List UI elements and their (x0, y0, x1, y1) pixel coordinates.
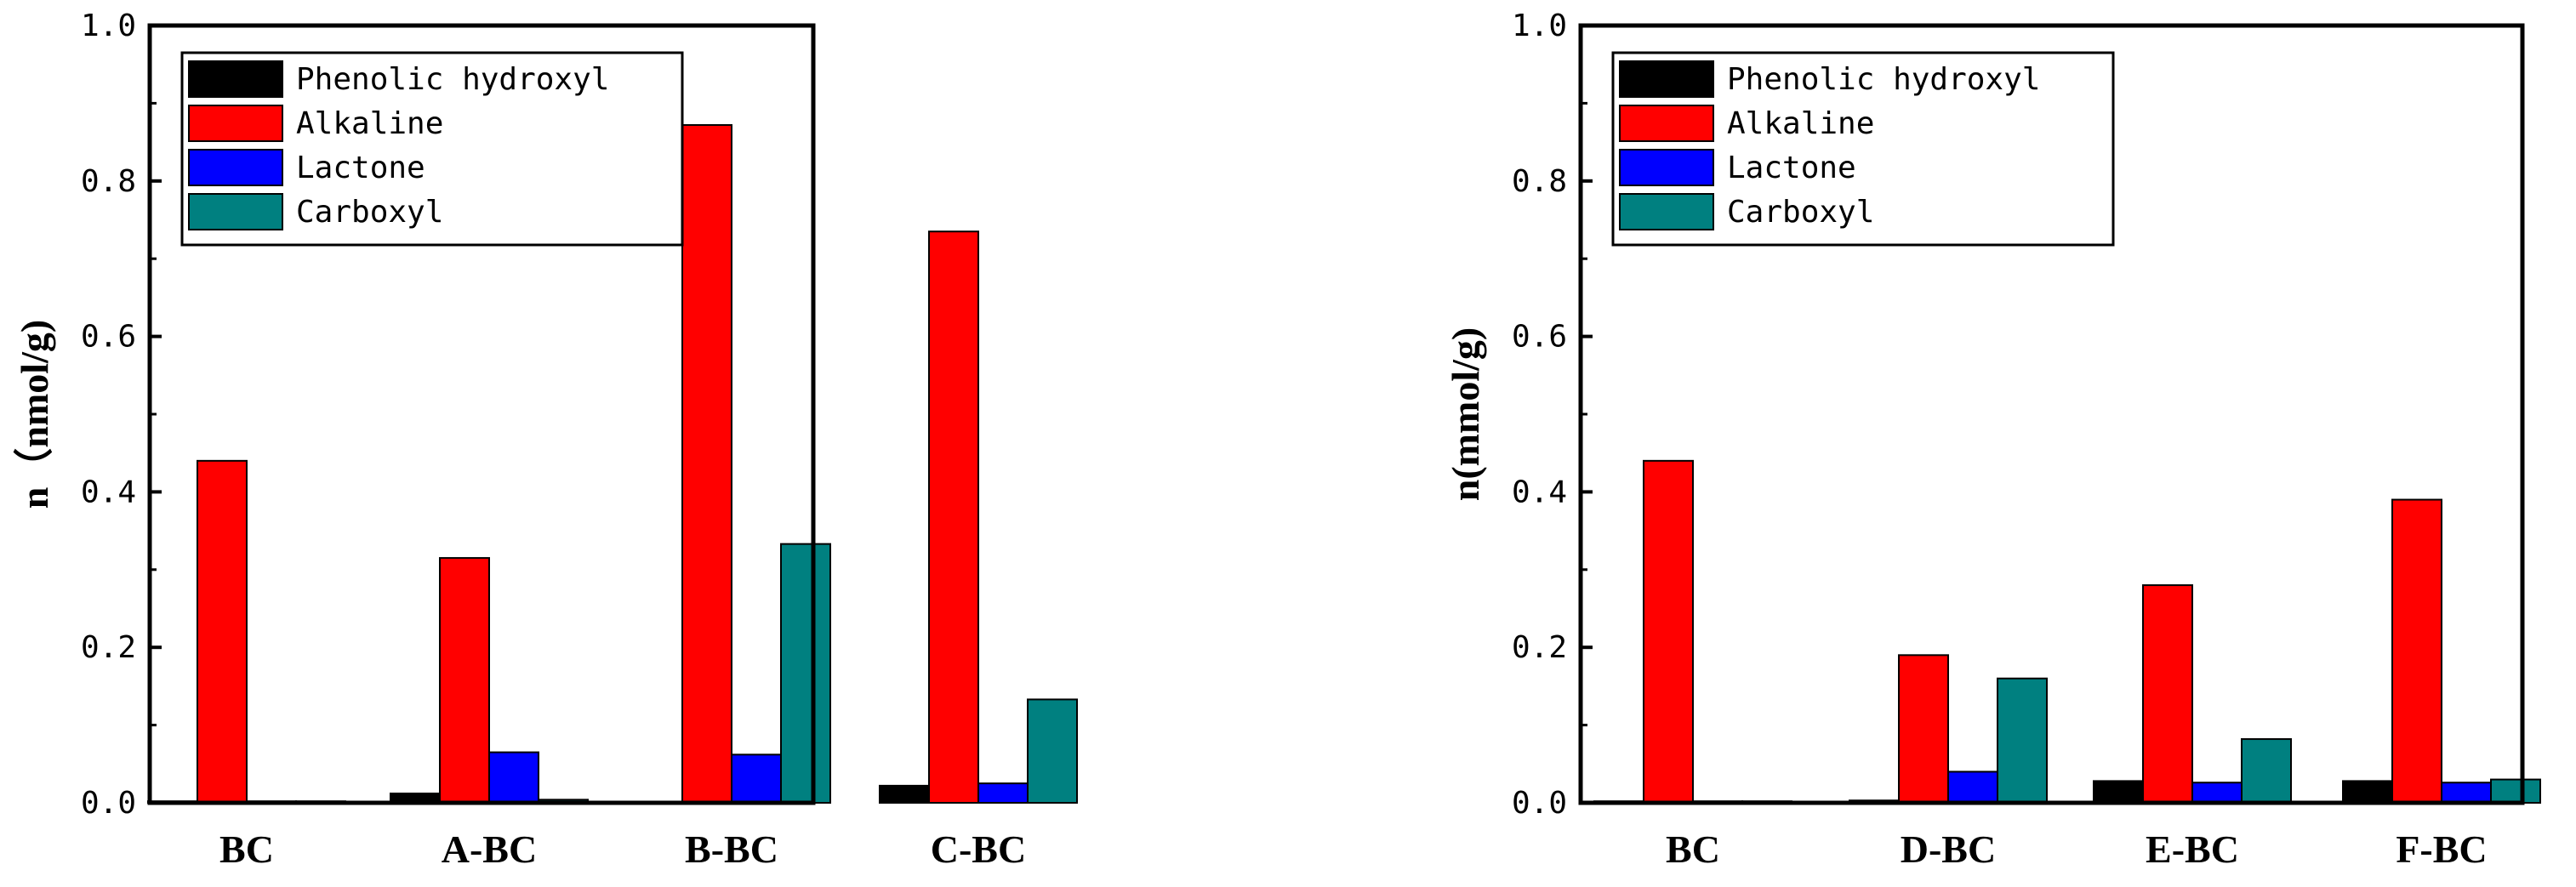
bar-b-bc-lactone (731, 753, 782, 804)
legend-label: Carboxyl (1727, 195, 1874, 230)
bar-f-bc-carboxyl (2490, 778, 2541, 805)
y-tick-label: 0.2 (81, 630, 136, 665)
legend-swatch (188, 60, 283, 98)
bar-e-bc-lactone (2191, 782, 2243, 805)
legend-label: Lactone (1727, 151, 1856, 185)
bar-d-bc-alkaline (1898, 654, 1949, 805)
bar-e-bc-carboxyl (2241, 738, 2292, 804)
category-label: E-BC (2146, 827, 2239, 871)
chart-panel-1: BC A-BC B-BC C-BC 0.0 0.2 0.4 0.6 0.8 1.0 n（nmol/g… (13, 9, 1078, 871)
legend-label: Alkaline (1727, 106, 1874, 141)
legend-swatch (188, 149, 283, 186)
legend-swatch (188, 193, 283, 230)
y-tick-label: 0.4 (81, 475, 136, 509)
legend-label: Lactone (296, 151, 425, 185)
bar-c-bc-carboxyl (1027, 698, 1078, 804)
legend-swatch (1619, 193, 1714, 230)
category-label: BC (1666, 827, 1720, 871)
bar-d-bc-carboxyl (1997, 677, 2048, 805)
legend-label: Phenolic hydroxyl (1727, 62, 2040, 97)
bar-a-bc-lactone (488, 751, 539, 805)
y-tick-label: 0.6 (1512, 320, 1567, 355)
legend-swatch (1619, 149, 1714, 186)
bar-bc-alkaline (197, 459, 248, 805)
bar-b-bc-alkaline (681, 123, 732, 804)
bar-c-bc-phenolic-hydroxyl (879, 784, 930, 805)
y-tick-label: 1.0 (81, 9, 136, 43)
legend: Phenolic hydroxyl Alkaline Lactone Carboxyl (1611, 51, 2115, 247)
y-tick-label: 0.8 (1512, 164, 1567, 199)
bar-e-bc-phenolic-hydroxyl (2093, 780, 2144, 805)
legend-swatch (188, 105, 283, 142)
y-tick-label: 0.2 (1512, 630, 1567, 665)
category-label: C-BC (931, 827, 1026, 871)
bar-c-bc-lactone (977, 782, 1029, 805)
chart-panel-2: BC D-BC E-BC F-BC 0.0 0.2 0.4 0.6 0.8 1.0 n(mmol/g… (1444, 9, 2541, 871)
category-label: BC (219, 827, 274, 871)
y-tick-label: 0.6 (81, 320, 136, 355)
bar-d-bc-lactone (1947, 770, 1998, 805)
bar-b-bc-carboxyl (780, 543, 831, 804)
legend-label: Carboxyl (296, 195, 443, 230)
legend-swatch (1619, 60, 1714, 98)
bar-c-bc-alkaline (928, 230, 979, 804)
y-tick-label: 0.0 (81, 786, 136, 821)
y-tick-label: 1.0 (1512, 9, 1567, 43)
y-axis-title: n（nmol/g) (13, 320, 56, 509)
bar-e-bc-alkaline (2142, 584, 2193, 805)
category-label: F-BC (2396, 827, 2487, 871)
category-label: A-BC (442, 827, 537, 871)
legend-swatch (1619, 105, 1714, 142)
bar-f-bc-lactone (2441, 782, 2492, 805)
y-tick-label: 0.0 (1512, 786, 1567, 821)
category-label: D-BC (1901, 827, 1996, 871)
legend-label: Alkaline (296, 106, 443, 141)
bar-a-bc-alkaline (439, 557, 490, 805)
bar-f-bc-alkaline (2391, 498, 2442, 804)
legend: Phenolic hydroxyl Alkaline Lactone Carboxyl (180, 51, 684, 247)
y-tick-label: 0.4 (1512, 475, 1567, 509)
y-tick-label: 0.8 (81, 164, 136, 199)
y-axis-title: n(mmol/g) (1444, 327, 1487, 501)
category-label: B-BC (685, 827, 778, 871)
legend-label: Phenolic hydroxyl (296, 62, 609, 97)
bar-bc-alkaline (1643, 459, 1694, 805)
bar-f-bc-phenolic-hydroxyl (2342, 780, 2393, 805)
